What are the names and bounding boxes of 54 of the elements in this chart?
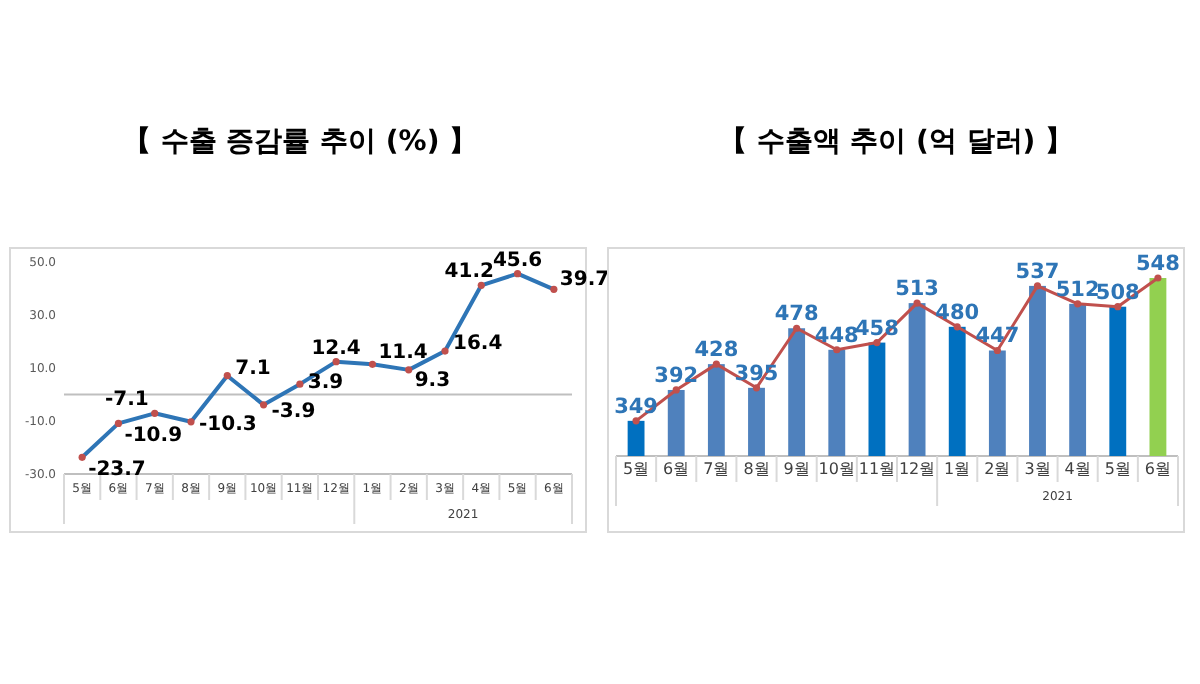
x-tick-label: 1월 bbox=[944, 460, 971, 478]
point bbox=[712, 360, 720, 368]
data-label: 9.3 bbox=[414, 369, 451, 392]
x-tick-label: 2월 bbox=[984, 460, 1011, 478]
x-tick-label: 10월 bbox=[818, 460, 855, 478]
chart-title: 【 수출액 추이 (억 달러) 】 bbox=[718, 126, 1074, 158]
point bbox=[913, 299, 921, 307]
data-label: 548 bbox=[1136, 252, 1180, 276]
data-label: -10.9 bbox=[124, 425, 183, 448]
x-tick-label: 6월 bbox=[1144, 460, 1172, 478]
data-label: -10.3 bbox=[199, 413, 257, 436]
data-label: 512 bbox=[1055, 277, 1100, 302]
point bbox=[993, 346, 1001, 355]
point bbox=[1154, 274, 1162, 282]
x-tick-label: 11월 bbox=[858, 460, 896, 478]
x-tick-label: 12월 bbox=[898, 460, 936, 478]
x-tick-label: 5월 bbox=[622, 460, 650, 478]
point bbox=[953, 323, 961, 331]
x-tick-label: 4월 bbox=[1064, 460, 1091, 478]
data-label: 508 bbox=[1095, 280, 1140, 305]
data-label: 11.4 bbox=[378, 342, 428, 365]
x-tick-label: 3월 bbox=[1024, 460, 1051, 478]
data-label: 513 bbox=[895, 277, 939, 302]
data-label: 45.6 bbox=[492, 249, 543, 272]
point bbox=[1114, 303, 1122, 311]
point bbox=[793, 324, 801, 332]
data-label: 39.7 bbox=[559, 269, 610, 292]
data-label: -3.9 bbox=[271, 400, 316, 423]
data-label: -23.7 bbox=[88, 459, 146, 482]
data-label: 41.2 bbox=[444, 261, 495, 284]
data-label: 478 bbox=[774, 302, 819, 327]
x-tick-label: 5월 bbox=[1104, 460, 1131, 478]
point bbox=[1074, 300, 1082, 308]
x-tick-label: 9월 bbox=[783, 460, 810, 478]
x-tick-label: 8월 bbox=[743, 460, 770, 478]
point bbox=[672, 386, 680, 394]
data-label: 448 bbox=[814, 323, 859, 348]
point bbox=[632, 417, 640, 425]
point bbox=[752, 384, 761, 392]
data-label: 16.4 bbox=[453, 333, 503, 356]
point bbox=[1033, 282, 1042, 290]
data-label: -7.1 bbox=[104, 389, 149, 412]
data-label: 428 bbox=[694, 338, 739, 363]
point bbox=[833, 346, 841, 354]
data-label: 392 bbox=[654, 363, 699, 388]
x-tick-label: 7월 bbox=[703, 460, 730, 478]
x-tick-label: 6월 bbox=[663, 460, 690, 478]
data-label: 537 bbox=[1015, 259, 1060, 284]
data-label: 480 bbox=[935, 300, 980, 325]
chart-title: 【 수출 증감률 추이 (%) 】 bbox=[122, 126, 478, 158]
data-label: 3.9 bbox=[307, 372, 344, 395]
data-label: 12.4 bbox=[311, 337, 361, 360]
point bbox=[873, 339, 881, 347]
data-label: 7.1 bbox=[235, 357, 271, 380]
